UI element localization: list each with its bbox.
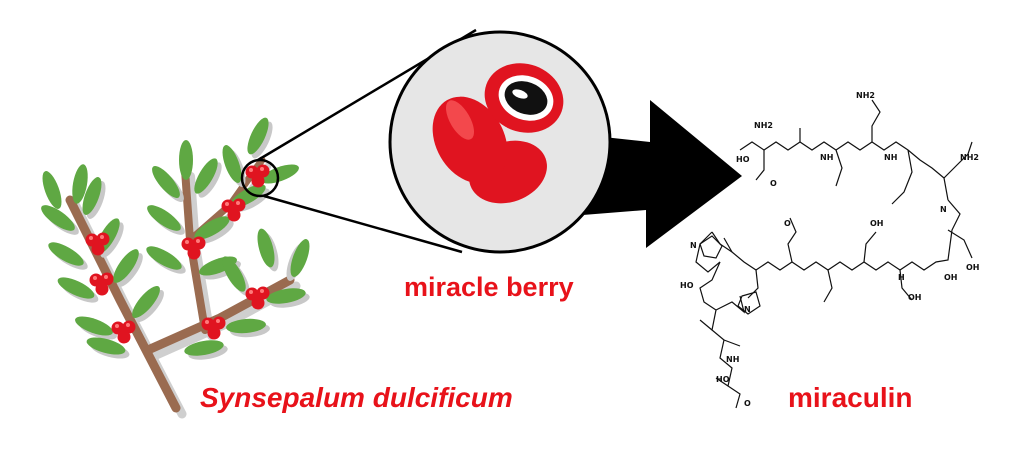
atom-ho: HO [716,375,730,384]
atom-oh: OH [870,219,884,228]
berry-closeup [432,63,564,204]
berry-cluster [181,236,206,260]
branch-illustration [37,114,314,419]
atom-nh2: NH2 [856,91,875,100]
atom-ho: HO [736,155,750,164]
label-miraculin: miraculin [788,382,913,413]
atom-nh: NH [884,153,897,162]
molecule-labels: NH2 HO O NH2 NH2 NH NH N OH OH O OH N HO… [680,91,980,408]
atom-nh: NH [726,355,739,364]
atom-nh2: NH2 [960,153,979,162]
atom-o: O [770,179,777,188]
atom-oh: OH [966,263,980,272]
atom-o: O [744,399,751,408]
atom-n: N [940,205,947,214]
atom-n: N [744,305,751,314]
atom-nh2: NH2 [754,121,773,130]
label-miracle-berry: miracle berry [404,272,574,302]
label-species-name: Synsepalum dulcificum [200,382,513,413]
atom-oh: OH [908,293,922,302]
atom-oh: OH [944,273,958,282]
atom-ho: HO [680,281,694,290]
molecule-structure [695,99,973,409]
atom-n: N [690,241,697,250]
berry-cluster [111,320,136,344]
atom-nh: NH [820,153,833,162]
atom-h: H [898,273,905,282]
magnifier-lens [240,28,742,254]
atom-o: O [784,219,791,228]
